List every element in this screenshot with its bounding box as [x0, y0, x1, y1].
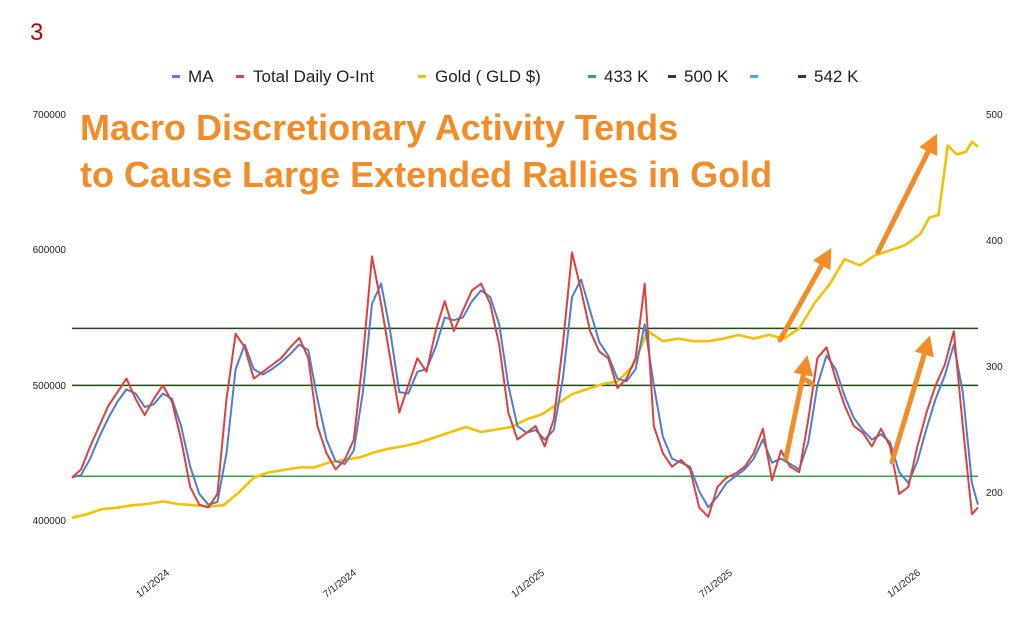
legend-item-500k: 500 K — [668, 67, 729, 86]
annotation-arrow-1 — [777, 247, 832, 343]
x-tick-2025-07: 7/1/2025 — [697, 567, 735, 600]
x-tick-2024-01: 1/1/2024 — [134, 567, 172, 600]
legend: MA Total Daily O-Int Gold ( GLD $) 433 K… — [172, 67, 859, 86]
legend-item-433k: 433 K — [588, 67, 649, 86]
headline-line-1: Macro Discretionary Activity Tends — [80, 107, 678, 148]
series-open-interest — [71, 251, 979, 518]
legend-item-542k-dash — [750, 75, 758, 78]
legend-label-gold: Gold ( GLD $) — [435, 67, 541, 86]
right-tick-200: 200 — [986, 488, 1003, 499]
legend-label-open-interest: Total Daily O-Int — [253, 67, 374, 86]
legend-swatch-open-interest — [236, 75, 244, 78]
legend-swatch-542k-dash — [750, 75, 758, 78]
x-tick-2026-01: 1/1/2026 — [885, 567, 923, 600]
left-tick-600000: 600000 — [33, 245, 67, 256]
right-axis: 200 300 400 500 — [986, 110, 1003, 499]
x-axis: 1/1/2024 7/1/2024 1/1/2025 7/1/2025 1/1/… — [134, 567, 923, 600]
x-tick-2024-07: 7/1/2024 — [321, 567, 359, 600]
legend-item-open-interest: Total Daily O-Int — [236, 67, 374, 86]
legend-item-542k: 542 K — [798, 67, 859, 86]
annotation-arrow-4 — [803, 377, 815, 387]
legend-item-gold: Gold ( GLD $) — [418, 67, 541, 86]
legend-label-433k: 433 K — [604, 67, 649, 86]
right-tick-500: 500 — [986, 110, 1003, 121]
legend-swatch-542k — [798, 75, 806, 78]
legend-label-ma: MA — [188, 67, 214, 86]
annotation-arrow-5 — [889, 335, 934, 465]
left-tick-500000: 500000 — [33, 381, 67, 392]
annotation-arrow-3 — [783, 355, 814, 461]
legend-item-ma: MA — [172, 67, 214, 86]
legend-swatch-433k — [588, 75, 596, 78]
annotation-arrows — [777, 133, 938, 465]
legend-swatch-ma — [172, 75, 180, 78]
annotation-arrow-2 — [875, 133, 938, 255]
left-axis: 400000 500000 600000 700000 — [33, 110, 67, 527]
headline-line-2: to Cause Large Extended Rallies in Gold — [80, 154, 772, 195]
slide-number: 3 — [30, 19, 43, 46]
legend-swatch-gold — [418, 75, 426, 78]
x-tick-2025-01: 1/1/2025 — [509, 567, 547, 600]
legend-swatch-500k — [668, 75, 676, 78]
right-tick-400: 400 — [986, 236, 1003, 247]
right-tick-300: 300 — [986, 362, 1003, 373]
legend-label-500k: 500 K — [684, 67, 729, 86]
series-ma — [71, 278, 979, 509]
left-tick-400000: 400000 — [33, 516, 67, 527]
legend-label-542k: 542 K — [814, 67, 859, 86]
series-gold — [71, 140, 979, 520]
left-tick-700000: 700000 — [33, 110, 67, 121]
